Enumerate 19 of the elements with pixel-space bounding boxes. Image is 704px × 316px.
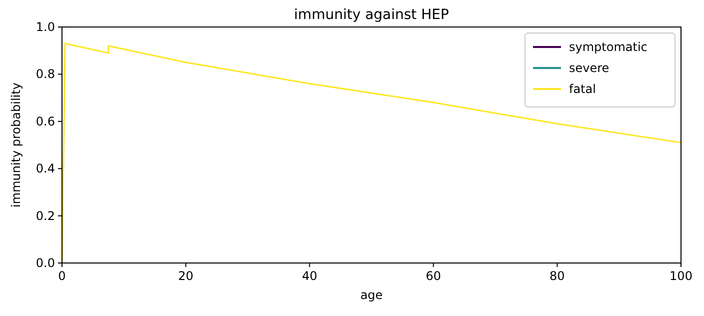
y-tick-label: 0.4	[36, 162, 55, 176]
x-tick-label: 60	[426, 269, 442, 283]
y-axis-title: immunity probability	[9, 82, 23, 208]
x-tick-label: 0	[58, 269, 66, 283]
y-tick-label: 0.2	[36, 208, 55, 223]
y-tick-label: 1.0	[36, 20, 55, 34]
line-series	[62, 42, 681, 263]
y-tick-label: 0.6	[36, 114, 55, 128]
x-axis-title: age	[360, 288, 383, 302]
x-tick-label: 100	[670, 269, 692, 283]
legend-label: fatal	[569, 82, 596, 96]
x-tick-label: 40	[302, 269, 318, 283]
y-tick-label: 0.8	[36, 67, 55, 82]
legend-label: symptomatic	[569, 40, 648, 54]
x-tick-label: 20	[178, 269, 194, 283]
legend-label: severe	[569, 61, 610, 75]
y-tick-label: 0.0	[36, 256, 55, 270]
chart-title: immunity against HEP	[294, 7, 449, 23]
x-tick-label: 80	[550, 269, 565, 283]
